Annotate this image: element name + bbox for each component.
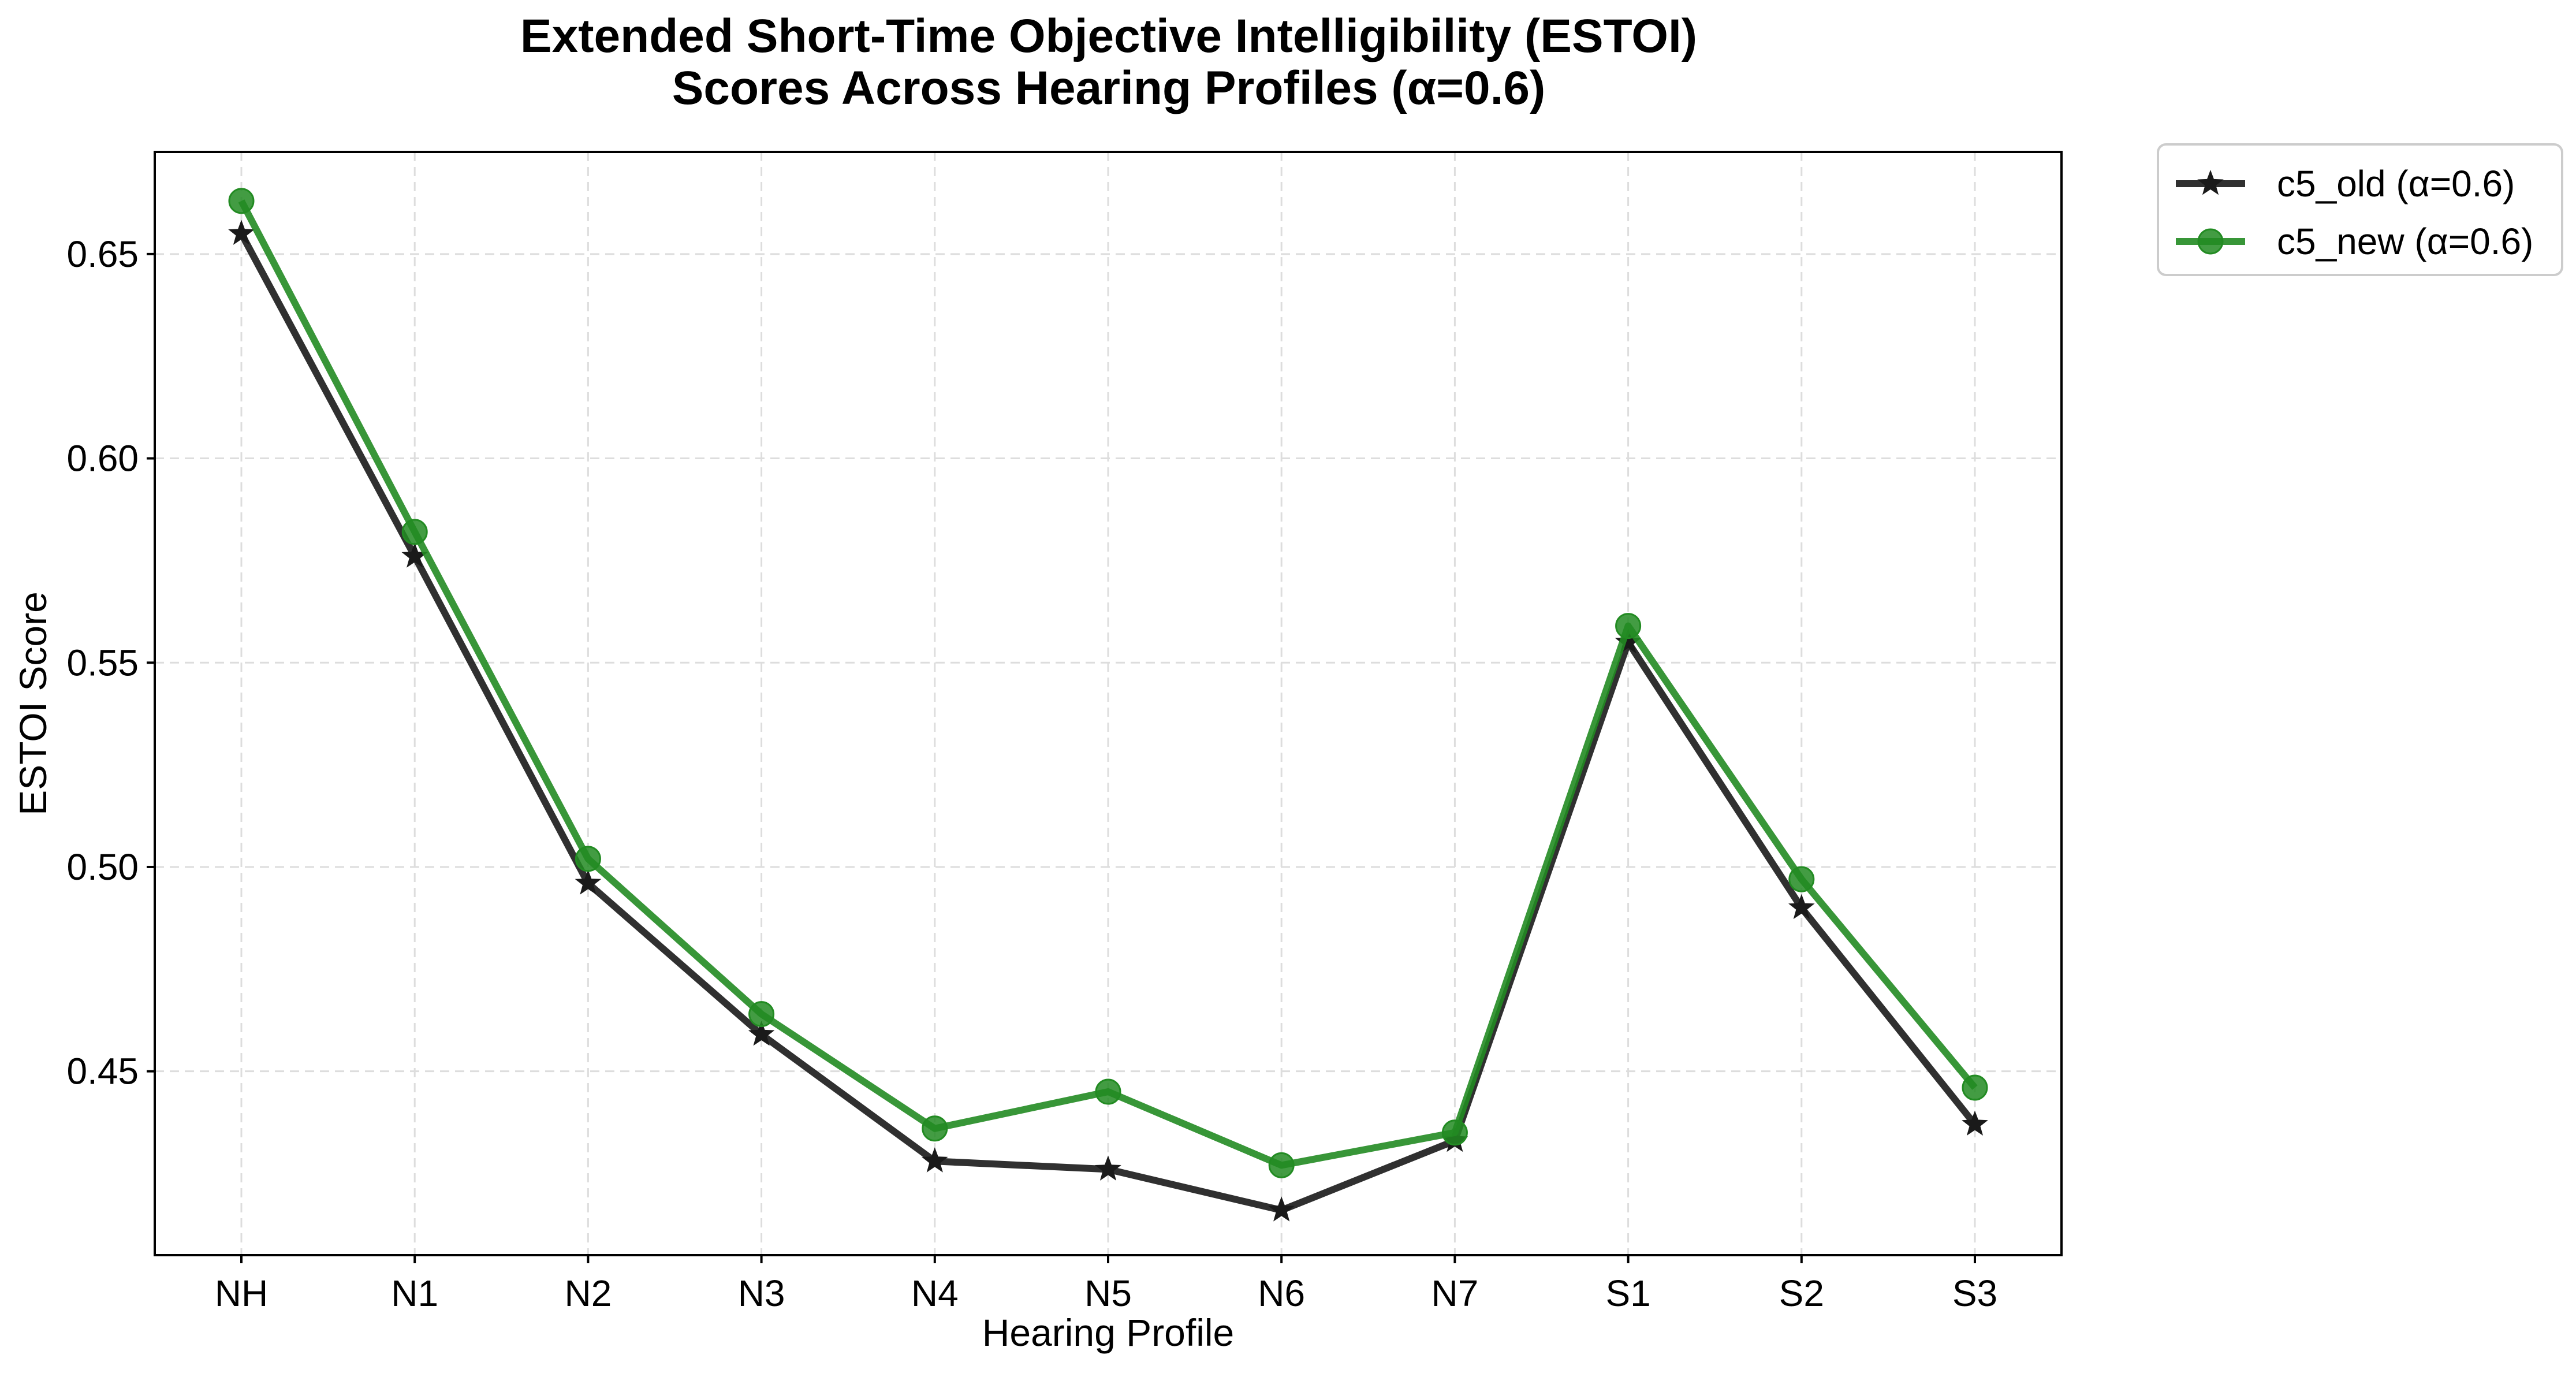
data-point xyxy=(228,219,255,245)
legend-marker xyxy=(2197,228,2224,255)
y-tick-label: 0.50 xyxy=(66,846,139,888)
data-point xyxy=(1788,894,1815,920)
x-tick-label: N3 xyxy=(738,1272,785,1314)
x-tick-label: N2 xyxy=(564,1272,612,1314)
data-point xyxy=(1615,628,1642,654)
data-point xyxy=(575,846,601,872)
data-point xyxy=(1615,613,1642,639)
data-point xyxy=(401,519,428,545)
y-tick-label: 0.55 xyxy=(66,642,139,683)
x-tick-label: N7 xyxy=(1431,1272,1478,1314)
data-point xyxy=(1268,1196,1295,1222)
x-tick-label: S3 xyxy=(1952,1272,1997,1314)
series-layer xyxy=(228,188,1988,1222)
data-point xyxy=(575,869,602,895)
x-tick-label: S2 xyxy=(1779,1272,1824,1314)
x-tick-label: S1 xyxy=(1605,1272,1650,1314)
legend-item-1: c5_old (α=0.6) xyxy=(2176,163,2515,204)
data-point xyxy=(1788,866,1815,892)
legend: c5_old (α=0.6) c5_new (α=0.6) xyxy=(2157,143,2563,276)
data-point xyxy=(922,1147,948,1173)
x-tick-label: N5 xyxy=(1084,1272,1132,1314)
data-point xyxy=(228,188,255,214)
data-point xyxy=(1268,1152,1295,1178)
x-axis-label: Hearing Profile xyxy=(982,1311,1235,1354)
x-tick-label: NH xyxy=(215,1272,268,1314)
legend-marker xyxy=(2197,170,2224,195)
data-point xyxy=(1962,1074,1988,1101)
legend-label: c5_new (α=0.6) xyxy=(2277,221,2533,262)
chart-title-line-2: Scores Across Hearing Profiles (α=0.6) xyxy=(672,62,1546,114)
data-point xyxy=(1095,1078,1121,1105)
axis-ticks: NH N1 N2 N3 N4 N5 N6 N7 S1 S2 S3 0.45 0.50 0.55 0.60 0.… xyxy=(66,233,1997,1314)
x-tick-label: N6 xyxy=(1258,1272,1305,1314)
data-point xyxy=(748,1021,775,1046)
y-tick-label: 0.45 xyxy=(66,1051,139,1092)
series-1 xyxy=(228,219,1988,1222)
data-point xyxy=(748,1001,775,1028)
x-tick-label: N1 xyxy=(391,1272,438,1314)
data-point xyxy=(922,1115,948,1142)
y-axis-label: ESTOI Score xyxy=(12,591,54,816)
y-tick-label: 0.65 xyxy=(66,233,139,275)
legend-box xyxy=(2157,143,2563,276)
data-point xyxy=(1095,1155,1121,1181)
legend-label: c5_old (α=0.6) xyxy=(2277,163,2515,204)
series-2 xyxy=(228,188,1988,1178)
x-tick-label: N4 xyxy=(911,1272,959,1314)
data-point xyxy=(1962,1110,1988,1136)
legend-item-2: c5_new (α=0.6) xyxy=(2176,221,2533,262)
data-point xyxy=(401,542,428,568)
chart-title-line-1: Extended Short-Time Objective Intelligib… xyxy=(520,10,1697,62)
data-point xyxy=(1441,1119,1468,1146)
y-tick-label: 0.60 xyxy=(66,438,139,479)
